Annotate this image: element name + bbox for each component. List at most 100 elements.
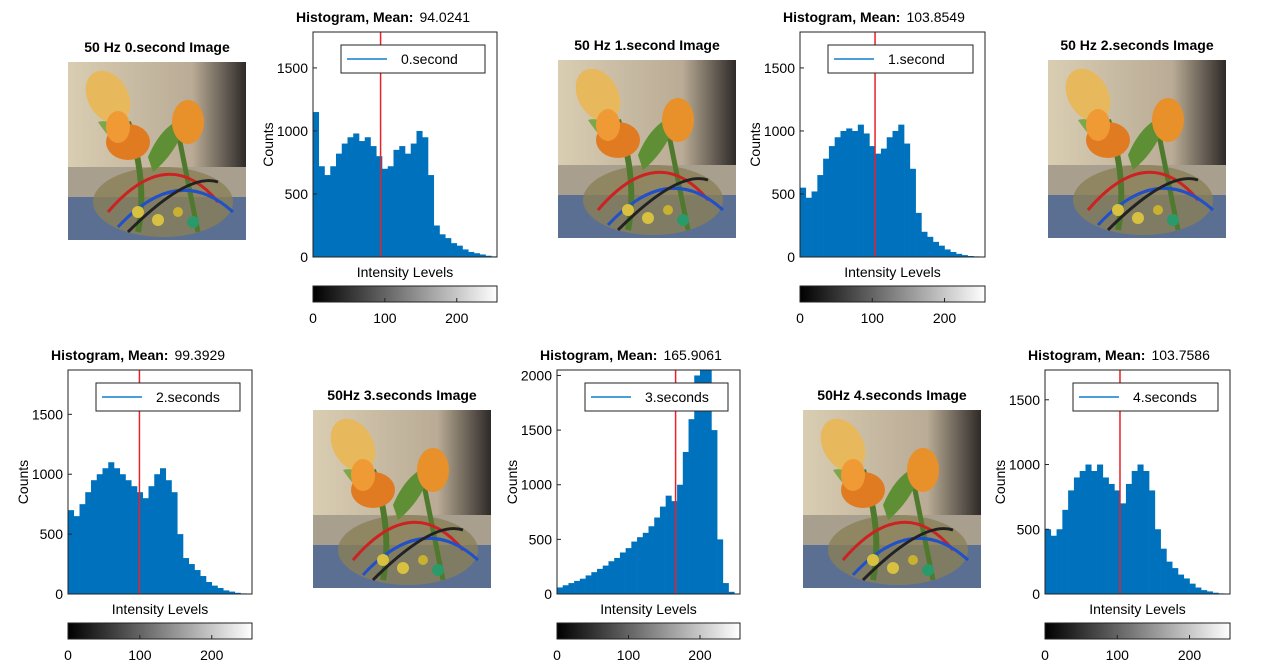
bar bbox=[411, 144, 417, 257]
bar bbox=[74, 516, 80, 594]
bar bbox=[950, 252, 956, 257]
bar bbox=[405, 154, 411, 257]
colorbar-tick-label: 200 bbox=[688, 647, 712, 663]
mean-value: 99.3929 bbox=[174, 347, 225, 363]
bar bbox=[348, 137, 354, 257]
bar bbox=[440, 234, 446, 257]
bar bbox=[1201, 590, 1207, 594]
y-tick-label: 500 bbox=[40, 526, 64, 542]
bar bbox=[603, 566, 609, 594]
bar bbox=[683, 452, 689, 594]
bar bbox=[143, 498, 149, 594]
bar bbox=[330, 166, 336, 257]
bar bbox=[172, 492, 178, 594]
mean-value: 103.8549 bbox=[906, 9, 965, 25]
bar bbox=[468, 252, 474, 257]
bar bbox=[166, 480, 172, 594]
image bbox=[558, 60, 736, 238]
y-tick-label: 2000 bbox=[521, 367, 552, 383]
bar bbox=[1068, 490, 1074, 594]
colorbar-tick-label: 0 bbox=[1041, 647, 1049, 663]
y-axis-label: Counts bbox=[15, 460, 31, 504]
bar bbox=[189, 564, 195, 594]
bar bbox=[829, 146, 835, 257]
bar bbox=[1184, 578, 1190, 594]
bar bbox=[154, 474, 160, 594]
bar bbox=[631, 542, 637, 594]
x-axis-label: Intensity Levels bbox=[1089, 601, 1186, 617]
bar bbox=[806, 198, 812, 257]
bar bbox=[608, 561, 614, 594]
bar bbox=[126, 480, 132, 594]
bar bbox=[706, 332, 712, 594]
bar bbox=[881, 149, 887, 257]
y-tick-label: 0 bbox=[544, 586, 552, 602]
bar bbox=[91, 480, 97, 594]
bar bbox=[149, 486, 155, 594]
title-text: Histogram, Mean: bbox=[1028, 347, 1145, 363]
bar bbox=[1195, 588, 1201, 594]
bar bbox=[108, 462, 114, 594]
legend-label: 2.seconds bbox=[156, 389, 220, 405]
bar bbox=[342, 144, 348, 257]
bar bbox=[893, 131, 899, 257]
bar bbox=[103, 468, 109, 594]
bar bbox=[177, 534, 183, 594]
bar bbox=[1155, 529, 1161, 594]
bar bbox=[200, 576, 206, 594]
bar bbox=[1062, 510, 1068, 594]
bar bbox=[846, 128, 852, 257]
bar bbox=[723, 583, 729, 594]
bar bbox=[580, 579, 586, 594]
legend-label: 1.second bbox=[888, 51, 945, 67]
bar bbox=[1097, 465, 1103, 594]
colorbar-tick-label: 200 bbox=[1178, 647, 1202, 663]
mean-value: 94.0241 bbox=[419, 9, 470, 25]
y-tick-label: 1000 bbox=[764, 123, 795, 139]
bar bbox=[359, 141, 365, 257]
chart-title: Histogram, Mean:165.9061 bbox=[540, 347, 722, 363]
y-tick-label: 500 bbox=[1017, 521, 1041, 537]
y-tick-label: 0 bbox=[787, 249, 795, 265]
image bbox=[1048, 60, 1226, 238]
x-axis-label: Intensity Levels bbox=[600, 601, 697, 617]
chart-title: Histogram, Mean:103.7586 bbox=[1028, 347, 1210, 363]
bar bbox=[933, 242, 939, 257]
legend-label: 4.seconds bbox=[1133, 389, 1197, 405]
y-tick-label: 1000 bbox=[1009, 457, 1040, 473]
title-text: Histogram, Mean: bbox=[783, 9, 900, 25]
bar bbox=[591, 572, 597, 594]
bar bbox=[1091, 471, 1097, 594]
colorbar bbox=[313, 286, 497, 302]
bar bbox=[474, 253, 480, 257]
colorbar-tick-label: 0 bbox=[553, 647, 561, 663]
bar bbox=[563, 585, 569, 594]
bar bbox=[1109, 484, 1115, 594]
bar bbox=[1120, 503, 1126, 594]
figure: 50 Hz 0.second Image50 Hz 1.second Image… bbox=[0, 0, 1275, 665]
bar bbox=[97, 474, 103, 594]
bar bbox=[1085, 465, 1091, 594]
bar bbox=[1178, 575, 1184, 594]
bar bbox=[1057, 529, 1063, 594]
bar bbox=[1190, 584, 1196, 594]
bar bbox=[422, 137, 428, 257]
bar bbox=[586, 575, 592, 594]
colorbar-tick-label: 0 bbox=[796, 310, 804, 326]
bar bbox=[916, 213, 922, 257]
y-axis-label: Counts bbox=[260, 122, 276, 166]
bar bbox=[666, 496, 672, 594]
bar bbox=[1143, 471, 1149, 594]
bar bbox=[898, 125, 904, 257]
bar bbox=[939, 246, 945, 257]
bar bbox=[365, 137, 371, 257]
bar bbox=[614, 558, 620, 594]
image-title: 50Hz 4.seconds Image bbox=[817, 387, 967, 403]
bar bbox=[388, 166, 394, 257]
y-tick-label: 1500 bbox=[521, 422, 552, 438]
y-tick-label: 500 bbox=[529, 531, 553, 547]
x-axis-label: Intensity Levels bbox=[112, 601, 209, 617]
bar bbox=[689, 419, 695, 594]
bar bbox=[463, 249, 469, 257]
image bbox=[313, 410, 491, 588]
